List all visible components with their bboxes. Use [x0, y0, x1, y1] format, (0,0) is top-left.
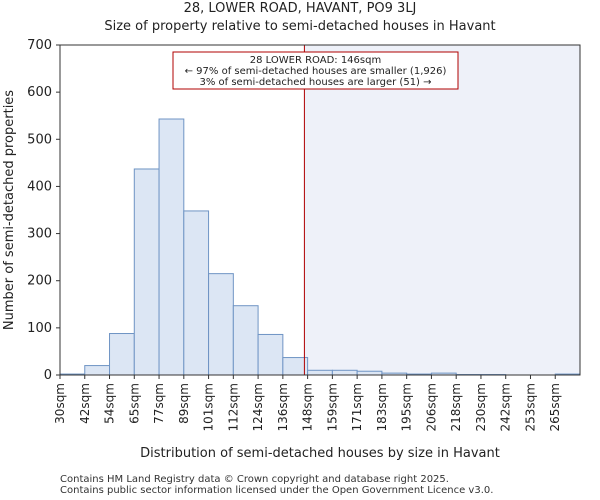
x-axis-ticks: 30sqm 42sqm 54sqm 65sqm 77sqm 89sqm 101sqm 112s… — [53, 375, 562, 431]
annotation-box — [172, 51, 459, 90]
y-tick-label: 600 — [27, 85, 52, 100]
x-tick-label: 101sqm — [202, 383, 216, 431]
x-tick-label: 218sqm — [449, 383, 463, 431]
x-tick-label: 242sqm — [499, 383, 513, 431]
y-tick-label: 200 — [27, 274, 52, 289]
x-tick-label: 171sqm — [350, 383, 364, 431]
x-axis-label: Distribution of semi-detached houses by … — [140, 446, 500, 461]
x-tick-label: 65sqm — [127, 383, 141, 424]
chart-subtitle: Size of property relative to semi-detach… — [104, 19, 496, 34]
bar-159sqm — [331, 369, 358, 376]
x-tick-label: 195sqm — [400, 383, 414, 431]
bar-65sqm — [133, 168, 160, 376]
bar-101sqm — [208, 273, 234, 376]
x-tick-label: 112sqm — [226, 383, 240, 431]
bar-77sqm — [158, 118, 185, 376]
x-tick-label: 77sqm — [152, 383, 166, 424]
plot-frame — [59, 44, 581, 376]
bar-54sqm — [109, 333, 135, 376]
footer-line-2: Contains public sector information licen… — [60, 485, 494, 496]
x-tick-label: 54sqm — [103, 383, 117, 424]
bar-89sqm — [183, 210, 210, 376]
chart-title: 28, LOWER ROAD, HAVANT, PO9 3LJ — [183, 1, 417, 16]
y-tick-label: 100 — [27, 321, 52, 336]
y-tick-label: 500 — [27, 132, 52, 147]
bar-171sqm — [356, 370, 383, 376]
x-tick-label: 230sqm — [474, 383, 488, 431]
x-tick-label: 89sqm — [177, 383, 191, 424]
x-tick-label: 148sqm — [301, 383, 315, 431]
x-tick-label: 183sqm — [375, 383, 389, 431]
x-tick-label: 253sqm — [523, 383, 537, 431]
annotation-line-1: 28 LOWER ROAD: 146sqm — [250, 55, 381, 66]
bars-group — [59, 118, 581, 376]
x-tick-label: 159sqm — [325, 383, 339, 431]
x-tick-label: 42sqm — [78, 383, 92, 424]
y-tick-label: 700 — [27, 38, 52, 53]
y-tick-label: 400 — [27, 179, 52, 194]
bar-124sqm — [257, 333, 284, 376]
footer-line-1: Contains HM Land Registry data © Crown c… — [60, 474, 449, 485]
x-tick-label: 124sqm — [251, 383, 265, 431]
bar-148sqm — [307, 369, 333, 376]
x-tick-label: 136sqm — [276, 383, 290, 431]
x-tick-label: 30sqm — [53, 383, 67, 424]
y-axis-ticks: 0 100 200 300 400 500 600 700 — [27, 38, 60, 383]
bar-112sqm — [232, 305, 259, 376]
y-tick-label: 300 — [27, 227, 52, 242]
x-tick-label: 265sqm — [548, 383, 562, 431]
bar-42sqm — [84, 365, 111, 376]
annotation-line-2: ← 97% of semi-detached houses are smalle… — [185, 66, 447, 77]
larger-region-shading — [304, 45, 580, 375]
x-tick-label: 206sqm — [424, 383, 438, 431]
y-axis-label: Number of semi-detached properties — [2, 90, 17, 330]
annotation-line-3: 3% of semi-detached houses are larger (5… — [199, 77, 431, 88]
y-tick-label: 0 — [44, 368, 52, 383]
